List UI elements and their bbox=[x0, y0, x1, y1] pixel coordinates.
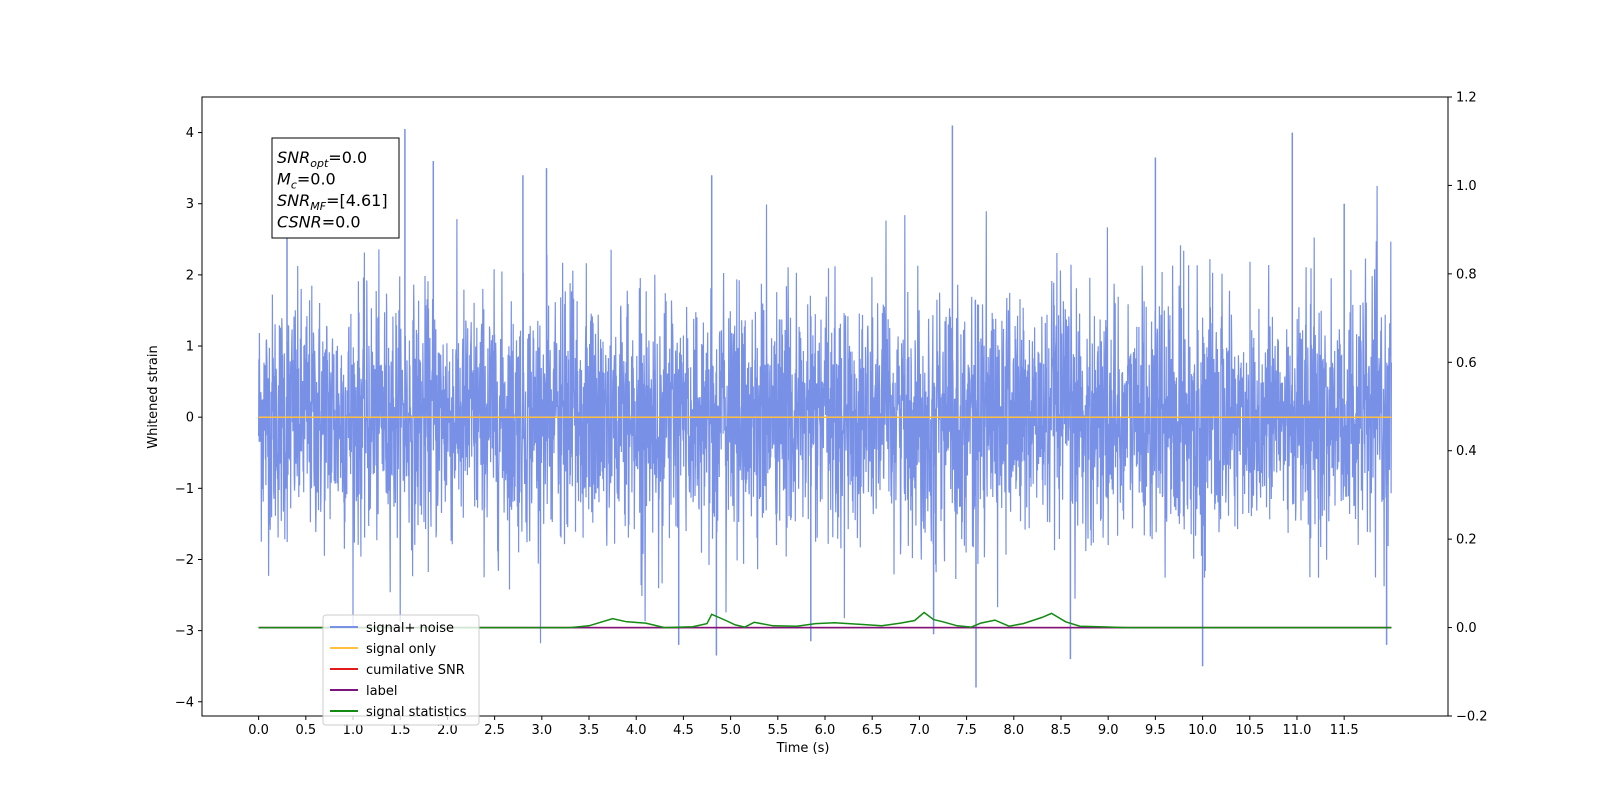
legend: signal+ noise signal only cumilative SNR la… bbox=[322, 614, 480, 726]
series-signal-statistics bbox=[258, 611, 1392, 629]
x-tick-label: 6.0 bbox=[815, 723, 836, 738]
x-tick-label: 8.0 bbox=[1003, 723, 1024, 738]
legend-label-signal-statistics: signal statistics bbox=[366, 705, 467, 720]
legend-label-signal-only: signal only bbox=[366, 642, 436, 657]
x-tick-label: 9.0 bbox=[1098, 723, 1119, 738]
x-tick-label: 5.0 bbox=[720, 723, 741, 738]
x-tick-label: 10.0 bbox=[1188, 723, 1217, 738]
y-tick-label: 4 bbox=[186, 126, 194, 141]
y2-tick-label: 0.0 bbox=[1456, 621, 1477, 636]
y2-tick-label: 1.0 bbox=[1456, 179, 1477, 194]
y2-tick-label: 1.2 bbox=[1456, 91, 1477, 106]
y-tick-label: −4 bbox=[175, 695, 194, 710]
y-tick-label: 3 bbox=[186, 197, 194, 212]
x-tick-label: 2.5 bbox=[484, 723, 505, 738]
info-box-line: SNRMF=[4.61] bbox=[277, 191, 388, 213]
y2-tick-label: 0.2 bbox=[1456, 533, 1477, 548]
x-tick-label: 3.0 bbox=[531, 723, 552, 738]
x-tick-label: 4.0 bbox=[626, 723, 647, 738]
y-tick-label: −1 bbox=[175, 482, 194, 497]
y2-tick-label: −0.2 bbox=[1456, 710, 1488, 725]
info-box-line: CSNR=0.0 bbox=[277, 213, 361, 232]
info-box-frame bbox=[271, 137, 400, 239]
x-tick-label: 10.5 bbox=[1235, 723, 1264, 738]
y-tick-label: −3 bbox=[175, 624, 194, 639]
x-tick-label: 5.5 bbox=[767, 723, 788, 738]
x-tick-label: 4.5 bbox=[673, 723, 694, 738]
x-tick-label: 0.5 bbox=[295, 723, 316, 738]
legend-frame bbox=[322, 614, 480, 726]
x-tick-label: 9.5 bbox=[1145, 723, 1166, 738]
y-axis-label: Whitened strain bbox=[146, 345, 161, 448]
x-tick-label: 8.5 bbox=[1051, 723, 1072, 738]
y-tick-label: 0 bbox=[186, 411, 194, 426]
x-tick-label: 6.5 bbox=[862, 723, 883, 738]
y2-tick-label: 0.4 bbox=[1456, 444, 1477, 459]
y-tick-label: −2 bbox=[175, 553, 194, 568]
y2-tick-label: 0.6 bbox=[1456, 356, 1477, 371]
legend-label-label: label bbox=[366, 684, 397, 699]
x-tick-label: 3.5 bbox=[579, 723, 600, 738]
y-tick-label: 1 bbox=[186, 340, 194, 355]
legend-label-signal-noise: signal+ noise bbox=[366, 621, 454, 636]
x-tick-label: 7.5 bbox=[956, 723, 977, 738]
axes-layer: 0.0 0.5 1.0 1.5 2.0 2.5 3.0 3.5 4.0 4.5 5.0 5.5 6.0 6… bbox=[175, 91, 1488, 739]
x-tick-label: 11.0 bbox=[1282, 723, 1311, 738]
y2-tick-label: 0.8 bbox=[1456, 267, 1477, 282]
series-signal-noise-peaks bbox=[286, 125, 1388, 688]
series-layer bbox=[258, 125, 1392, 688]
x-tick-label: 1.5 bbox=[390, 723, 411, 738]
x-tick-label: 1.0 bbox=[343, 723, 364, 738]
x-tick-label: 0.0 bbox=[248, 723, 269, 738]
legend-label-cumilative-snr: cumilative SNR bbox=[366, 663, 465, 678]
y-tick-label: 2 bbox=[186, 268, 194, 283]
info-box-line: SNRopt=0.0 bbox=[277, 148, 367, 170]
series-signal-noise bbox=[258, 185, 1392, 644]
x-tick-label: 11.5 bbox=[1330, 723, 1359, 738]
info-box-line: Mc=0.0 bbox=[277, 170, 336, 192]
x-tick-label: 7.0 bbox=[909, 723, 930, 738]
x-tick-label: 2.0 bbox=[437, 723, 458, 738]
x-axis-label: Time (s) bbox=[776, 741, 830, 756]
